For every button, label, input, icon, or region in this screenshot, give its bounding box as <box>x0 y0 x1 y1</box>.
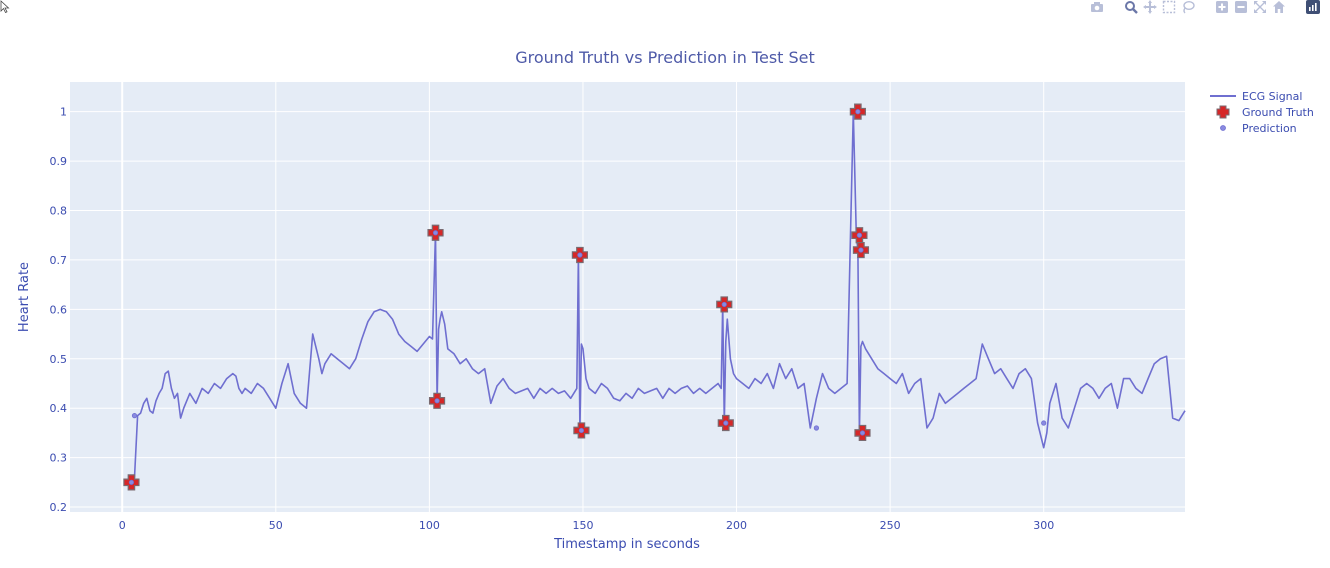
series-layer <box>123 103 1186 491</box>
prediction-marker <box>855 109 861 115</box>
y-tick-labels: 0.2 0.3 0.4 0.5 0.6 0.7 0.8 0.9 1 <box>50 106 68 514</box>
y-tick-label: 0.3 <box>50 452 68 465</box>
y-tick-label: 0.6 <box>50 303 68 316</box>
prediction-marker <box>859 430 866 436</box>
box-select-icon[interactable] <box>1162 0 1176 14</box>
legend-item-prediction[interactable]: Prediction <box>1210 120 1314 136</box>
prediction-marker <box>813 425 820 431</box>
y-tick-label: 0.7 <box>50 254 68 267</box>
legend-item-ground-truth[interactable]: Ground Truth <box>1210 104 1314 120</box>
x-tick-label: 250 <box>880 519 901 532</box>
legend-label: ECG Signal <box>1242 89 1303 103</box>
zoom-in-icon[interactable] <box>1215 0 1229 14</box>
prediction-marker <box>577 252 583 258</box>
legend-label: Prediction <box>1242 121 1297 135</box>
chart-title-wrapper: Ground Truth vs Prediction in Test Set <box>0 48 1330 67</box>
x-tick-label: 50 <box>269 519 283 532</box>
prediction-marker <box>723 420 729 426</box>
y-tick-label: 1 <box>60 106 67 119</box>
x-tick-label: 100 <box>419 519 440 532</box>
plotly-logo-icon[interactable] <box>1306 0 1320 14</box>
prediction-marker <box>858 247 864 253</box>
ecg-signal-line <box>130 110 1186 483</box>
prediction-marker <box>856 232 863 238</box>
chart-title: Ground Truth vs Prediction in Test Set <box>515 48 815 67</box>
prediction-marker <box>434 398 440 404</box>
zoom-icon[interactable] <box>1124 0 1138 14</box>
y-tick-label: 0.5 <box>50 353 68 366</box>
legend-label: Ground Truth <box>1242 105 1314 119</box>
zoom-out-icon[interactable] <box>1234 0 1248 14</box>
prediction-marker <box>432 230 439 236</box>
prediction-marker <box>721 301 727 308</box>
x-tick-label: 150 <box>572 519 593 532</box>
legend-circle-swatch <box>1210 120 1236 136</box>
x-tick-label: 200 <box>726 519 747 532</box>
autoscale-icon[interactable] <box>1253 0 1267 14</box>
mouse-cursor-icon <box>0 0 10 14</box>
x-axis-label: Timestamp in seconds <box>553 537 700 552</box>
x-tick-label: 300 <box>1033 519 1054 532</box>
lasso-select-icon[interactable] <box>1181 0 1195 14</box>
gridlines <box>70 82 1185 512</box>
prediction-marker <box>1041 420 1047 426</box>
y-tick-label: 0.8 <box>50 205 68 218</box>
prediction-marker <box>578 427 585 434</box>
legend-cross-swatch <box>1210 104 1236 120</box>
camera-icon[interactable] <box>1090 0 1104 14</box>
legend: ECG Signal Ground Truth Prediction <box>1210 88 1314 136</box>
y-axis-label: Heart Rate <box>17 262 32 332</box>
legend-item-ecg-signal[interactable]: ECG Signal <box>1210 88 1314 104</box>
prediction-marker <box>131 413 138 419</box>
x-tick-label: 0 <box>119 519 126 532</box>
modebar <box>1090 0 1320 14</box>
prediction-marker <box>128 479 135 485</box>
pan-icon[interactable] <box>1143 0 1157 14</box>
y-tick-label: 0.9 <box>50 155 68 168</box>
y-tick-label: 0.2 <box>50 501 68 514</box>
legend-line-swatch <box>1210 88 1236 104</box>
plot-background <box>70 82 1185 512</box>
y-tick-label: 0.4 <box>50 402 68 415</box>
x-tick-labels: 0 50 100 150 200 250 300 <box>119 519 1054 532</box>
reset-axes-icon[interactable] <box>1272 0 1286 14</box>
